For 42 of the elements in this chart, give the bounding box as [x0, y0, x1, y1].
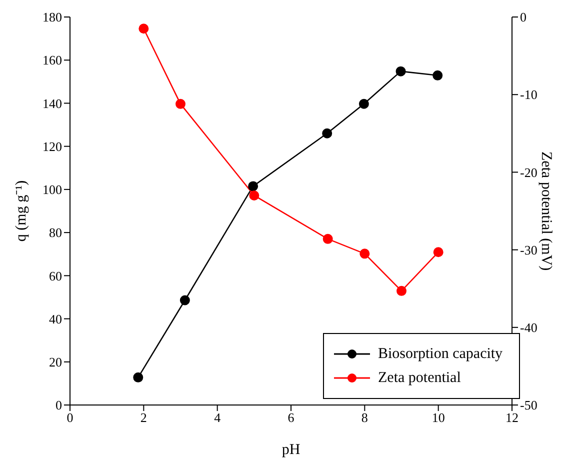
point [432, 70, 443, 80]
y-tick-label: 120 [42, 138, 62, 154]
point [322, 128, 332, 138]
y-tick-label: 180 [42, 10, 62, 25]
y2-tick-label: -40 [520, 320, 538, 336]
point [360, 248, 370, 259]
point [138, 24, 149, 34]
point [180, 295, 190, 306]
x-tick-label: 12 [506, 410, 518, 426]
legend-label: Zeta potential [378, 370, 461, 386]
x-axis-title: pH [282, 442, 300, 458]
y-tick-label: 40 [49, 311, 62, 326]
x-tick-label: 2 [140, 410, 147, 426]
point [396, 66, 406, 76]
x-tick-label: 8 [361, 410, 368, 426]
y-tick-label: 80 [49, 225, 62, 240]
point [176, 98, 186, 109]
x-tick-label: 10 [432, 410, 445, 426]
y2-axis-title: Zeta potential (mV) [538, 151, 554, 271]
y-tick-label: 0 [56, 398, 62, 413]
x-tick-label: 0 [66, 410, 74, 426]
x-tick-label: 4 [214, 410, 222, 426]
point [248, 181, 258, 192]
y-tick-label: 140 [42, 96, 62, 111]
y-tick-label: 20 [49, 354, 62, 370]
y2-tick-label: -20 [520, 164, 538, 180]
y2-tick-label: -30 [520, 242, 538, 258]
point [358, 98, 369, 109]
y2-tick-label: -50 [520, 398, 538, 413]
x-tick-label: 6 [288, 410, 295, 426]
point [249, 190, 260, 200]
y-tick-label: 100 [42, 182, 62, 198]
y2-tick-label: 0 [520, 10, 526, 25]
point [396, 286, 406, 296]
point [133, 372, 144, 382]
y-axis-title: q (mg g⁻¹) [13, 180, 30, 242]
point [433, 247, 444, 258]
y2-tick-label: -10 [520, 87, 538, 102]
y-tick-label: 60 [49, 268, 62, 284]
legend-label: Biosorption capacity [378, 346, 503, 362]
y-tick-label: 160 [42, 52, 62, 68]
point [322, 234, 333, 244]
